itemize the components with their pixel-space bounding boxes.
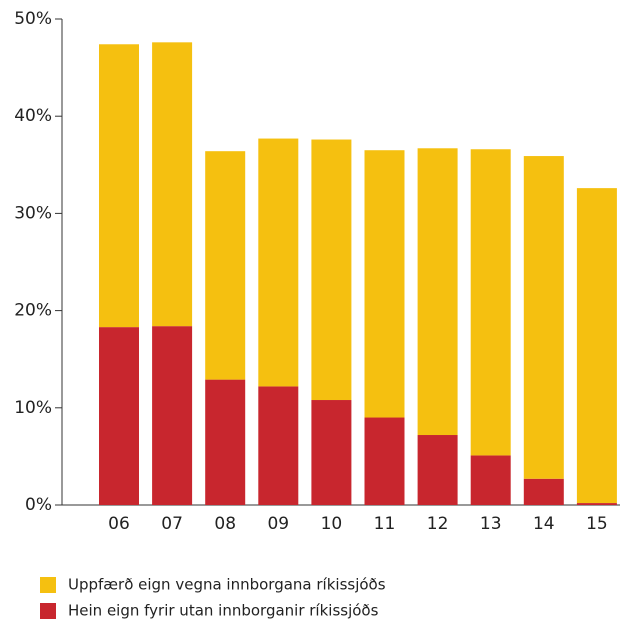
bar-segment xyxy=(470,455,511,505)
x-tick-label: 09 xyxy=(267,514,289,534)
x-tick-label: 13 xyxy=(480,514,502,534)
bar-segment xyxy=(417,435,458,505)
x-tick-label: 15 xyxy=(586,514,608,534)
x-tick-label: 06 xyxy=(108,514,130,534)
y-tick-label: 50% xyxy=(14,9,52,29)
y-tick-label: 30% xyxy=(14,203,52,223)
bar-segment xyxy=(470,149,511,456)
legend: Uppfærð eign vegna innborgana ríkissjóðs… xyxy=(40,576,386,620)
y-tick-label: 20% xyxy=(14,301,52,321)
x-tick-label: 11 xyxy=(374,514,396,534)
bar-segment xyxy=(364,150,405,418)
bar-segment xyxy=(311,139,352,401)
bar-segment xyxy=(99,44,139,328)
bar-segment xyxy=(311,400,352,505)
x-tick-label: 07 xyxy=(161,514,183,534)
bar-segment xyxy=(576,503,617,505)
legend-swatch xyxy=(40,577,56,593)
bar-segment xyxy=(205,379,246,505)
y-tick-label: 10% xyxy=(14,398,52,418)
bar-segment xyxy=(152,42,193,327)
bar-segment xyxy=(258,138,299,387)
x-tick-label: 10 xyxy=(321,514,343,534)
legend-label: Hein eign fyrir utan innborganir ríkissj… xyxy=(68,602,379,620)
y-tick-label: 0% xyxy=(25,495,52,515)
bar-segment xyxy=(523,156,564,479)
x-tick-label: 12 xyxy=(427,514,449,534)
bar-segment xyxy=(523,478,564,505)
bar-segment xyxy=(258,386,299,505)
bar-segment xyxy=(205,151,246,380)
x-tick-label: 14 xyxy=(533,514,555,534)
legend-swatch xyxy=(40,603,56,619)
bar-segment xyxy=(99,327,139,505)
bar-segment xyxy=(417,148,458,436)
bar-segment xyxy=(152,326,193,505)
bar-segment xyxy=(364,417,405,505)
y-tick-label: 40% xyxy=(14,106,52,126)
x-tick-label: 08 xyxy=(214,514,236,534)
bar-segment xyxy=(576,188,617,504)
legend-label: Uppfærð eign vegna innborgana ríkissjóðs xyxy=(68,576,386,594)
